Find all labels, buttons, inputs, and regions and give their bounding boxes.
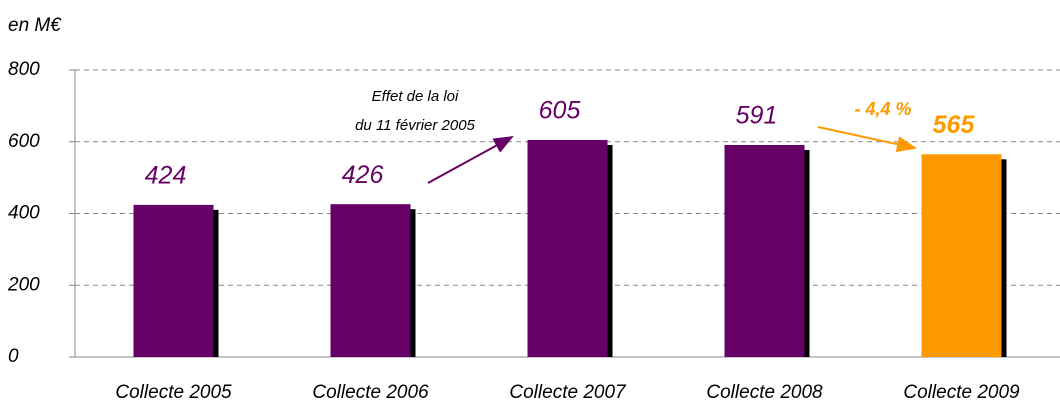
value-label: 424: [145, 161, 187, 189]
annotation: du 11 février 2005: [355, 117, 475, 134]
bar: [724, 144, 805, 357]
x-tick-label: Collecte 2009: [903, 382, 1020, 403]
x-tick-label: Collecte 2008: [706, 382, 823, 403]
bar: [133, 204, 214, 357]
y-tick-label: 200: [7, 274, 40, 295]
bar: [921, 154, 1002, 357]
annotation-arrow: [427, 136, 514, 184]
y-axis-label: en M€: [8, 15, 62, 36]
x-tick-label: Collecte 2006: [312, 382, 429, 403]
value-label: 426: [342, 161, 384, 189]
annotation: - 4,4 %: [854, 99, 911, 119]
bar: [527, 139, 608, 357]
y-tick-label: 800: [8, 59, 40, 80]
annotation: Effet de la loi: [372, 88, 459, 105]
annotation-arrow: [817, 126, 917, 153]
x-tick-label: Collecte 2005: [115, 382, 232, 403]
x-tick-label: Collecte 2007: [509, 382, 627, 403]
y-tick-label: 400: [8, 203, 40, 224]
bar: [330, 204, 411, 357]
value-label: 565: [933, 111, 976, 139]
y-tick-label: 600: [8, 131, 40, 152]
value-label: 605: [539, 97, 581, 125]
y-tick-label: 0: [8, 346, 19, 367]
value-label: 591: [736, 102, 778, 130]
